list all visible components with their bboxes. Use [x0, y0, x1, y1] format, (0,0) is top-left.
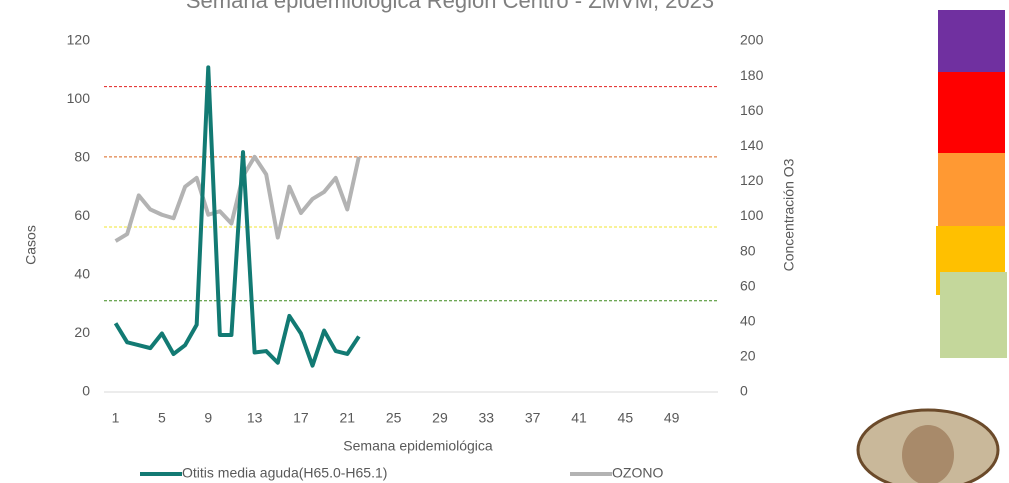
y-tick-label: 0	[82, 383, 90, 399]
legend-label: Otitis media aguda(H65.0-H65.1)	[182, 465, 387, 481]
chart: Semana epidemiológica Región Centro - ZM…	[0, 0, 1009, 483]
x-tick-label: 21	[339, 410, 355, 426]
y-tick-label: 40	[74, 266, 90, 282]
y-tick-label: 80	[74, 149, 90, 165]
y-axis-title: Casos	[23, 225, 39, 265]
x-tick-label: 13	[247, 410, 263, 426]
x-axis-title: Semana epidemiológica	[343, 438, 493, 454]
chart-title: Semana epidemiológica Región Centro - ZM…	[186, 0, 714, 13]
x-tick-label: 5	[158, 410, 166, 426]
scale-green	[940, 272, 1007, 358]
x-tick-label: 41	[571, 410, 587, 426]
y2-tick-label: 40	[740, 313, 756, 329]
x-tick-label: 33	[479, 410, 495, 426]
scale-red	[938, 72, 1005, 153]
y-tick-label: 60	[74, 207, 90, 223]
x-tick-label: 25	[386, 410, 402, 426]
x-tick-label: 17	[293, 410, 309, 426]
y2-tick-label: 120	[740, 172, 764, 188]
y2-axis-title: Concentración O3	[781, 158, 797, 271]
y2-tick-label: 140	[740, 137, 764, 153]
color-scale	[936, 10, 1007, 358]
x-tick-label: 37	[525, 410, 541, 426]
x-tick-label: 45	[618, 410, 634, 426]
y-tick-label: 20	[74, 324, 90, 340]
portrait	[858, 410, 998, 483]
x-tick-label: 29	[432, 410, 448, 426]
face	[902, 425, 954, 483]
y2-tick-label: 80	[740, 242, 756, 258]
series-line	[116, 67, 359, 365]
y2-tick-label: 200	[740, 32, 764, 48]
y2-tick-label: 20	[740, 348, 756, 364]
y2-tick-label: 0	[740, 383, 748, 399]
x-tick-label: 9	[204, 410, 212, 426]
x-tick-label: 49	[664, 410, 680, 426]
y2-tick-label: 60	[740, 277, 756, 293]
y-tick-label: 100	[67, 90, 91, 106]
y2-tick-label: 160	[740, 102, 764, 118]
y2-tick-label: 180	[740, 67, 764, 83]
y2-tick-label: 100	[740, 207, 764, 223]
scale-purple	[938, 10, 1005, 72]
x-tick-label: 1	[112, 410, 120, 426]
legend-label: OZONO	[612, 465, 663, 481]
y-tick-label: 120	[67, 32, 91, 48]
scale-orange	[938, 153, 1005, 226]
